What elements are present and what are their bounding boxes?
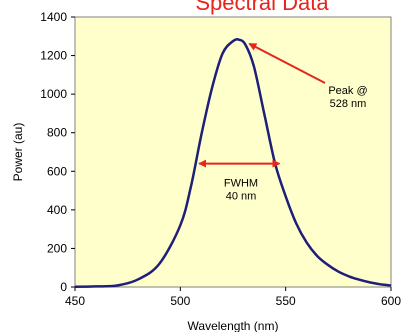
y-tick-label: 1200 [40,49,67,63]
x-tick-label: 600 [381,294,401,308]
x-axis-title: Wavelength (nm) [188,319,279,332]
peak-label: 528 nm [330,98,367,110]
x-tick-label: 550 [276,294,296,308]
y-axis-title: Power (au) [11,123,25,182]
x-axis: 450 500 550 600 [65,287,401,308]
y-tick-label: 400 [47,203,67,217]
chart-title: Spectral Data [195,0,329,15]
y-axis: 0 200 400 600 800 1000 1200 1400 [40,10,75,294]
peak-label: Peak @ [328,85,367,97]
fwhm-label: 40 nm [226,191,257,203]
y-tick-label: 800 [47,126,67,140]
y-tick-label: 1000 [40,87,67,101]
y-tick-label: 0 [60,280,67,294]
spectrum-line [74,38,392,289]
y-tick-label: 600 [47,164,67,178]
peak-arrow [248,42,326,84]
fwhm-label: FWHM [224,178,258,190]
plot-area [74,16,392,288]
y-tick-label: 200 [47,241,67,255]
y-tick-label: 1400 [40,10,67,24]
x-tick-label: 450 [65,294,85,308]
x-tick-label: 500 [170,294,190,308]
